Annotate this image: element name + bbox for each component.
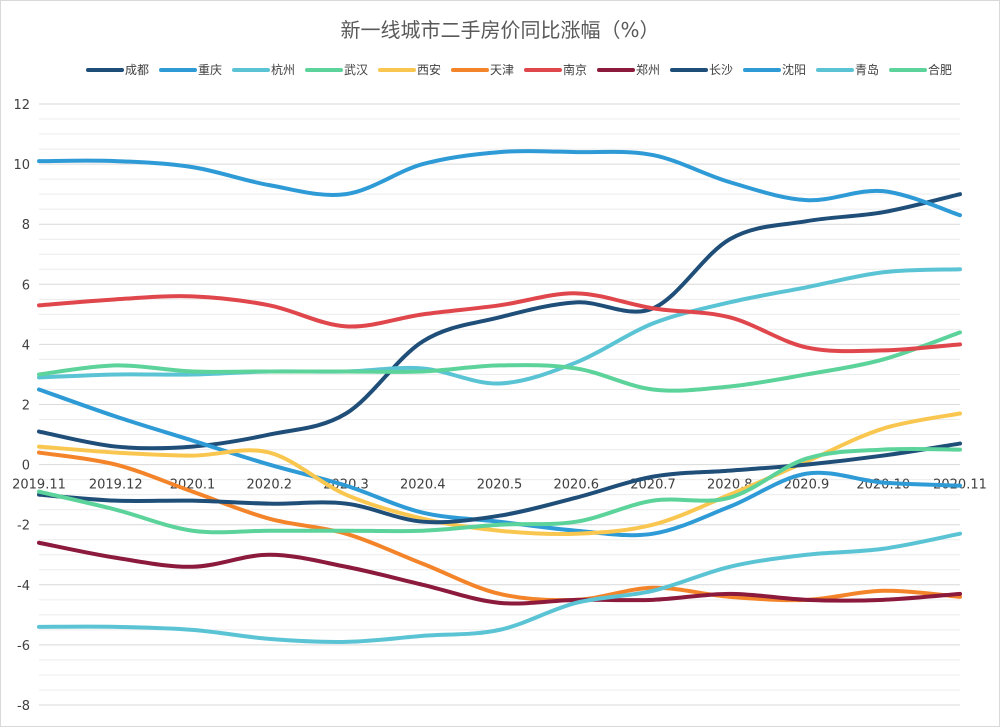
series-line-10: [37, 531, 962, 644]
y-tick-label: 10: [13, 158, 30, 173]
y-tick-label: -2: [17, 519, 30, 534]
y-tick-label: 6: [22, 278, 30, 293]
series-line-3: [37, 330, 962, 393]
legend-label: 沈阳: [782, 62, 806, 77]
legend-label: 青岛: [855, 62, 879, 77]
legend-label: 南京: [563, 62, 587, 77]
series-line-0: [37, 192, 962, 451]
x-tick-label: 2020.5: [477, 478, 523, 493]
legend-label: 长沙: [709, 63, 733, 77]
legend: 成都 重庆 杭州 武汉 西安 天津 南京 郑州 长沙 沈阳 青岛 合肥: [86, 62, 952, 77]
x-tick-label: 2019.12: [89, 478, 143, 493]
x-tick-label: 2020.2: [247, 478, 293, 493]
legend-label: 天津: [490, 63, 514, 77]
series-line-4: [37, 411, 962, 537]
legend-label: 重庆: [198, 63, 222, 77]
y-tick-label: 8: [22, 218, 30, 233]
legend-label: 西安: [417, 62, 441, 77]
legend-label: 成都: [125, 63, 149, 77]
y-tick-label: -8: [17, 699, 30, 714]
legend-label: 郑州: [636, 62, 660, 77]
y-tick-label: 2: [22, 399, 30, 414]
series-line-1: [37, 387, 962, 538]
chart-title: 新一线城市二手房价同比涨幅（%）: [340, 18, 659, 42]
x-tick-label: 2020.6: [554, 478, 600, 493]
x-tick-label: 2020.9: [784, 478, 830, 493]
legend-label: 合肥: [928, 62, 952, 77]
series-lines: [37, 149, 962, 644]
legend-label: 杭州: [271, 62, 295, 77]
y-axis-ticks: 12 10 8 6 4 2 0 -2 -4 -6 -8: [13, 98, 30, 714]
x-tick-label: 2019.11: [12, 478, 66, 493]
x-tick-label: 2020.4: [400, 478, 446, 493]
series-line-11: [37, 446, 962, 535]
series-line-7: [37, 540, 962, 606]
y-tick-label: -4: [17, 579, 30, 594]
x-tick-label: 2020.7: [630, 478, 676, 493]
gridlines: [39, 103, 960, 706]
series-line-2: [37, 267, 962, 386]
y-tick-label: 4: [22, 338, 30, 353]
series-line-8: [37, 441, 962, 525]
y-tick-label: 0: [22, 459, 30, 474]
series-line-9: [37, 149, 962, 218]
legend-label: 武汉: [344, 63, 368, 77]
y-tick-label: -6: [17, 639, 30, 654]
series-line-6: [37, 291, 962, 354]
y-tick-label: 12: [13, 98, 30, 113]
